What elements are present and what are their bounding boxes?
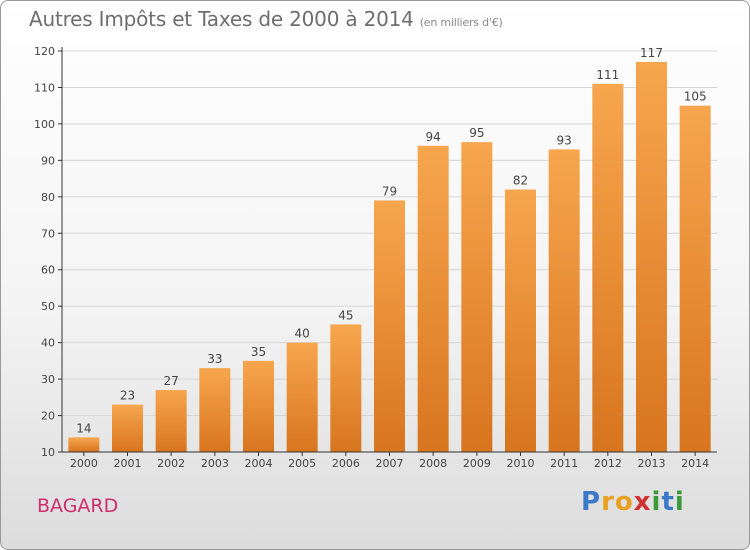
- axes: 10 20 30 40 50 60 70 80 90 100 110 120 2000 2001 2002 2…: [34, 45, 717, 470]
- bar-chart: 14 23 27 33 35 40 45 79 94 95 82 93 111 117 105 10 20 30…: [34, 45, 717, 470]
- x-tick-label: 2013: [638, 457, 666, 470]
- logo-letter: P: [581, 487, 602, 517]
- y-tick-label: 30: [41, 373, 55, 386]
- y-tick-label: 120: [34, 45, 55, 58]
- bar-2002: [155, 390, 187, 452]
- bar-2003: [199, 368, 231, 452]
- y-tick-label: 10: [41, 446, 55, 459]
- logo-letter: t: [661, 487, 675, 517]
- logo-letter: r: [601, 487, 615, 517]
- data-label: 45: [338, 308, 353, 322]
- bar-2007: [374, 200, 405, 452]
- logo-letter: i: [674, 487, 685, 517]
- proxiti-logo: Proxiti: [581, 487, 685, 517]
- x-tick-label: 2006: [332, 457, 360, 470]
- x-tick-label: 2009: [463, 457, 491, 470]
- x-tick-label: 2004: [245, 457, 273, 470]
- chart-title: Autres Impôts et Taxes de 2000 à 2014 (en…: [29, 7, 503, 31]
- x-tick-label: 2007: [376, 457, 404, 470]
- bar-2012: [592, 83, 624, 453]
- x-tick-label: 2003: [201, 457, 229, 470]
- x-tick-label: 2005: [288, 457, 316, 470]
- bar-2014: [679, 105, 711, 452]
- bar-2001: [112, 404, 143, 452]
- bars: 14 23 27 33 35 40 45 79 94 95 82 93 111 117 105: [68, 46, 711, 453]
- x-tick-label: 2002: [157, 457, 185, 470]
- logo-letter: x: [633, 487, 652, 517]
- y-tick-label: 110: [34, 81, 55, 94]
- data-label: 33: [207, 352, 222, 366]
- y-tick-label: 90: [41, 154, 55, 167]
- y-tick-label: 40: [41, 337, 55, 350]
- x-tick-label: 2010: [507, 457, 535, 470]
- y-tick-label: 80: [41, 191, 55, 204]
- bar-2005: [286, 342, 318, 452]
- y-tick-label: 20: [41, 410, 55, 423]
- bar-2013: [636, 61, 667, 452]
- bar-2008: [417, 145, 449, 453]
- bar-2000: [68, 437, 100, 452]
- data-label: 23: [120, 389, 135, 403]
- x-tick-label: 2012: [594, 457, 622, 470]
- commune-name: BAGARD: [37, 495, 119, 517]
- chart-subtitle: (en milliers d'€): [419, 16, 503, 29]
- bar-2011: [548, 149, 580, 452]
- bar-2010: [505, 189, 536, 452]
- data-label: 14: [76, 421, 91, 435]
- data-label: 105: [684, 90, 707, 104]
- y-tick-label: 100: [34, 118, 55, 131]
- data-label: 40: [295, 327, 310, 341]
- data-label: 117: [640, 46, 663, 60]
- data-label: 111: [596, 68, 619, 82]
- data-label: 94: [426, 130, 441, 144]
- data-label: 79: [382, 184, 397, 198]
- y-tick-label: 60: [41, 264, 55, 277]
- y-tick-label: 50: [41, 300, 55, 313]
- data-label: 93: [557, 133, 572, 147]
- x-tick-label: 2000: [70, 457, 98, 470]
- data-label: 95: [469, 126, 484, 140]
- data-label: 82: [513, 174, 528, 188]
- bar-2004: [243, 360, 274, 452]
- bar-2006: [330, 324, 362, 452]
- title-text: Autres Impôts et Taxes de 2000 à 2014: [29, 7, 414, 31]
- logo-letter: i: [651, 487, 662, 517]
- x-tick-label: 2011: [550, 457, 578, 470]
- x-tick-label: 2014: [681, 457, 709, 470]
- x-tick-label: 2008: [419, 457, 447, 470]
- data-label: 27: [164, 374, 179, 388]
- bar-2009: [461, 142, 493, 453]
- data-label: 35: [251, 345, 266, 359]
- x-tick-label: 2001: [114, 457, 142, 470]
- logo-letter: o: [614, 487, 634, 517]
- y-tick-label: 70: [41, 227, 55, 240]
